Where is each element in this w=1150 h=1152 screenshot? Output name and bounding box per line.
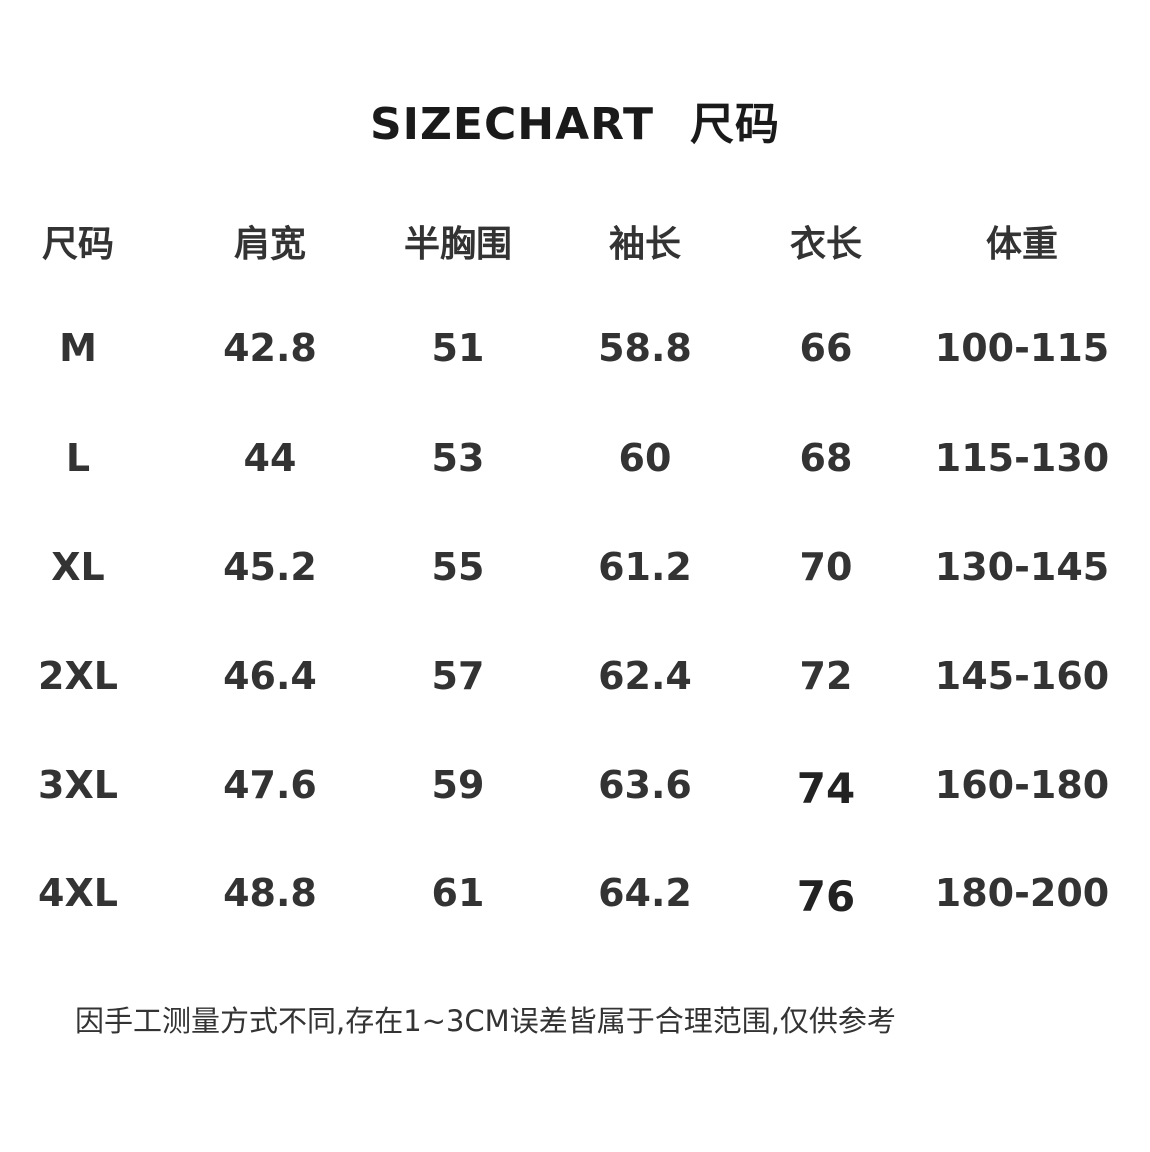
table-cell: 68 [799, 436, 853, 480]
column-header: 袖长 [608, 224, 681, 265]
table-cell: 62.4 [598, 654, 692, 698]
table-cell: 72 [799, 654, 853, 698]
table-cell: 70 [799, 545, 853, 589]
table-cell: 45.2 [223, 545, 317, 589]
title-zh: 尺码 [690, 99, 781, 150]
column-header: 体重 [985, 224, 1058, 265]
table-cell: 61 [431, 871, 485, 915]
table-cell: 55 [431, 545, 485, 589]
table-cell: 61.2 [598, 545, 692, 589]
table-cell: 63.6 [598, 763, 692, 807]
table-cell: 47.6 [223, 763, 317, 807]
table-cell: 46.4 [223, 654, 317, 698]
column-header: 衣长 [789, 224, 862, 265]
table-cell: 2XL [38, 654, 118, 698]
title-en: SIZECHART [369, 99, 655, 150]
table-cell: 76 [796, 872, 856, 921]
column-header: 肩宽 [233, 224, 306, 265]
table-cell: 4XL [38, 871, 118, 915]
table-cell: M [59, 326, 97, 370]
table-cell: 48.8 [223, 871, 317, 915]
column-header: 半胸围 [403, 224, 512, 265]
footer-note: 因手工测量方式不同,存在1~3CM误差皆属于合理范围,仅供参考 [75, 1004, 896, 1038]
table-cell: 59 [431, 763, 485, 807]
column-header: 尺码 [41, 224, 114, 265]
table-cell: L [65, 436, 91, 480]
page-title: SIZECHART 尺码 [0, 88, 1150, 152]
table-cell: 53 [431, 436, 485, 480]
table-cell: 74 [796, 764, 856, 813]
table-cell: 115-130 [934, 436, 1110, 480]
table-cell: 57 [431, 654, 485, 698]
table-cell: 60 [618, 436, 672, 480]
table-cell: 51 [431, 326, 485, 370]
table-cell: 145-160 [934, 654, 1110, 698]
table-cell: 100-115 [934, 326, 1110, 370]
table-cell: 160-180 [934, 763, 1110, 807]
table-cell: 130-145 [934, 545, 1110, 589]
table-cell: 44 [243, 436, 297, 480]
table-cell: 3XL [38, 763, 118, 807]
table-cell: 42.8 [223, 326, 317, 370]
table-cell: XL [51, 545, 105, 589]
table-cell: 66 [799, 326, 853, 370]
table-cell: 180-200 [934, 871, 1110, 915]
table-cell: 58.8 [598, 326, 692, 370]
table-cell: 64.2 [598, 871, 692, 915]
